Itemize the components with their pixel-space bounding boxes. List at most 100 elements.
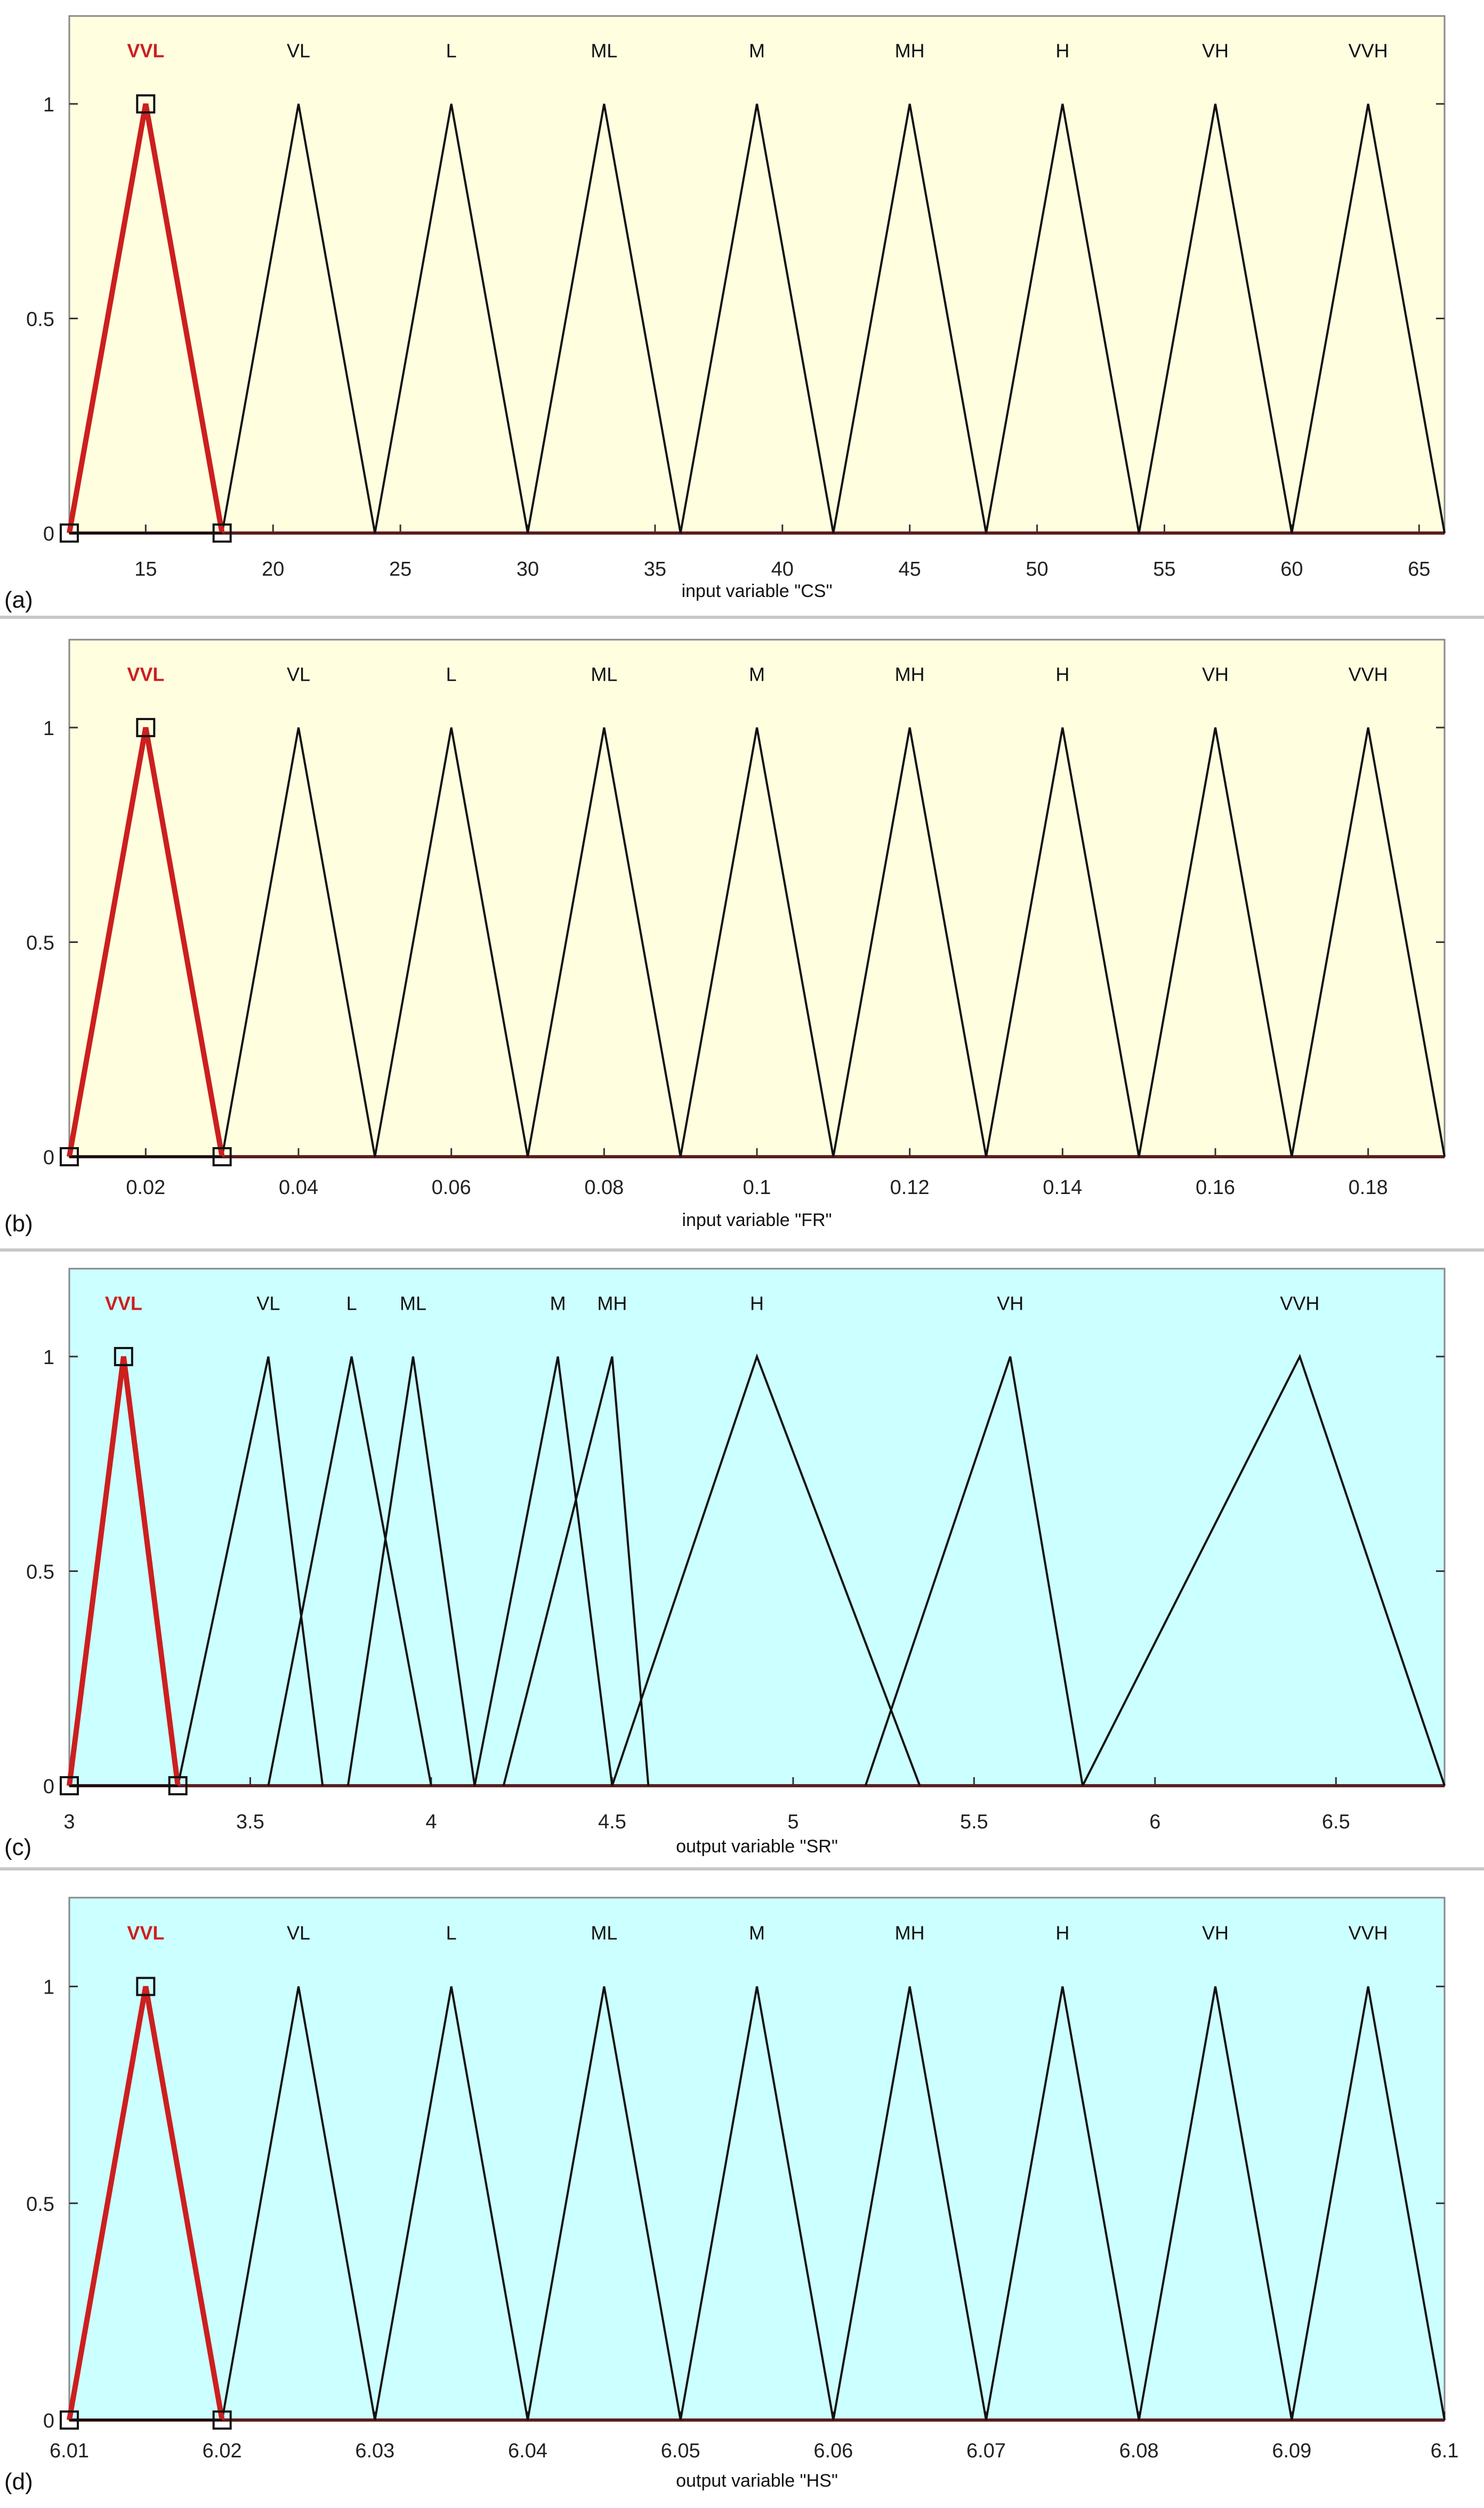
mf-vh[interactable] xyxy=(1138,103,1293,534)
mf-label-ml: ML xyxy=(591,1922,617,1944)
mf-mh[interactable] xyxy=(502,1356,650,1786)
y-tick-label: 0 xyxy=(43,523,54,545)
mf-m[interactable] xyxy=(679,727,835,1157)
vertex-handle[interactable] xyxy=(136,717,156,737)
x-tick-label: 40 xyxy=(771,558,794,580)
mf-l[interactable] xyxy=(374,103,529,534)
x-tick-label: 0.18 xyxy=(1349,1176,1388,1199)
mf-label-vl: VL xyxy=(256,1293,280,1315)
x-tick-label: 6.06 xyxy=(813,2440,853,2462)
x-tick-label: 0.06 xyxy=(432,1176,471,1199)
mf-vvl[interactable] xyxy=(67,1986,225,2421)
mf-label-vvl: VVL xyxy=(127,1922,164,1944)
mf-vvl[interactable] xyxy=(67,727,225,1157)
mf-ml[interactable] xyxy=(346,1356,476,1786)
vertex-handle[interactable] xyxy=(136,1977,156,1996)
mf-vvh[interactable] xyxy=(1082,1353,1446,1786)
panel-a: 0 0.5 1 15 20 25 30 35 40 45 50 55 60 65 input variabl… xyxy=(4,15,1446,613)
x-tick-label: 5 xyxy=(787,1811,799,1833)
x-axis-label: output variable "SR" xyxy=(676,1836,838,1857)
panel-separator xyxy=(0,1867,1484,1870)
mf-vh[interactable] xyxy=(1138,1986,1293,2421)
mf-label-vh: VH xyxy=(997,1293,1023,1315)
mf-label-vvh: VVH xyxy=(1349,1922,1388,1944)
mf-vh[interactable] xyxy=(1138,727,1293,1157)
mf-ml[interactable] xyxy=(527,103,682,534)
y-tick-label: 1 xyxy=(43,1977,54,1999)
plot-area xyxy=(68,639,1446,1158)
panel-label: (b) xyxy=(4,1211,33,1237)
mf-m[interactable] xyxy=(679,103,835,534)
mf-label-h: H xyxy=(1055,40,1069,62)
x-tick-label: 60 xyxy=(1280,558,1303,580)
plot-area xyxy=(68,1897,1446,2421)
mf-label-vvl: VVL xyxy=(127,664,164,686)
mf-label-vh: VH xyxy=(1202,40,1229,62)
mf-label-ml: ML xyxy=(591,664,617,686)
mf-label-vvl: VVL xyxy=(105,1293,142,1315)
mf-vh[interactable] xyxy=(864,1356,1084,1786)
mf-mh[interactable] xyxy=(832,727,987,1157)
mf-label-vh: VH xyxy=(1202,1922,1229,1944)
mf-h[interactable] xyxy=(611,1353,921,1786)
x-tick-label: 6.05 xyxy=(661,2440,700,2462)
x-tick-label: 6.08 xyxy=(1119,2440,1159,2462)
mf-label-h: H xyxy=(1055,664,1069,686)
mf-vvh[interactable] xyxy=(1291,103,1446,534)
x-tick-label: 6 xyxy=(1149,1811,1160,1833)
mf-label-l: L xyxy=(446,1922,457,1944)
y-tick-label: 1 xyxy=(43,1346,54,1369)
mf-label-l: L xyxy=(346,1293,357,1315)
mf-label-ml: ML xyxy=(400,1293,426,1315)
mf-label-l: L xyxy=(446,664,457,686)
mf-label-mh: MH xyxy=(597,1293,627,1315)
mf-l[interactable] xyxy=(374,1986,529,2421)
panel-d: 0 0.5 1 6.01 6.02 6.03 6.04 6.05 6.06 6.07 6.08 6.0… xyxy=(4,1897,1459,2495)
mf-h[interactable] xyxy=(985,103,1140,534)
plot-area xyxy=(68,15,1446,534)
x-tick-label: 6.07 xyxy=(966,2440,1006,2462)
x-tick-label: 0.14 xyxy=(1043,1176,1082,1199)
mf-l[interactable] xyxy=(374,727,529,1157)
mf-mh[interactable] xyxy=(832,1986,987,2421)
vertex-handle[interactable] xyxy=(114,1346,133,1366)
x-tick-label: 0.12 xyxy=(890,1176,930,1199)
mf-l[interactable] xyxy=(267,1356,432,1786)
mf-m[interactable] xyxy=(473,1356,614,1786)
mf-h[interactable] xyxy=(985,1986,1140,2421)
mf-vl[interactable] xyxy=(176,1356,324,1786)
x-tick-label: 6.1 xyxy=(1431,2440,1459,2462)
x-tick-label: 0.02 xyxy=(126,1176,165,1199)
mf-vvh[interactable] xyxy=(1291,1986,1446,2421)
mf-ml[interactable] xyxy=(527,1986,682,2421)
mf-vl[interactable] xyxy=(221,1986,376,2421)
x-tick-label: 0.04 xyxy=(279,1176,318,1199)
mf-vvl[interactable] xyxy=(67,1356,181,1786)
x-tick-label: 20 xyxy=(262,558,284,580)
mf-vl[interactable] xyxy=(221,103,376,534)
mf-label-m: M xyxy=(550,1293,566,1315)
mf-mh[interactable] xyxy=(832,103,987,534)
x-axis-label: input variable "CS" xyxy=(681,581,832,601)
x-tick-label: 15 xyxy=(134,558,157,580)
vertex-handle[interactable] xyxy=(136,94,156,114)
mf-label-mh: MH xyxy=(895,664,925,686)
x-tick-label: 45 xyxy=(899,558,921,580)
x-tick-label: 0.08 xyxy=(584,1176,624,1199)
mf-ml[interactable] xyxy=(527,727,682,1157)
mf-m[interactable] xyxy=(679,1986,835,2421)
x-tick-label: 6.01 xyxy=(50,2440,89,2462)
mf-vvh[interactable] xyxy=(1291,727,1446,1157)
x-tick-label: 0.16 xyxy=(1196,1176,1235,1199)
mf-label-m: M xyxy=(749,664,765,686)
mf-label-h: H xyxy=(1055,1922,1069,1944)
x-tick-label: 50 xyxy=(1026,558,1048,580)
y-tick-label: 0.5 xyxy=(26,308,54,330)
x-tick-label: 30 xyxy=(517,558,539,580)
mf-vl[interactable] xyxy=(221,727,376,1157)
mf-label-m: M xyxy=(749,40,765,62)
panel-separator xyxy=(0,1248,1484,1252)
mf-vvl[interactable] xyxy=(67,103,225,534)
mf-h[interactable] xyxy=(985,727,1140,1157)
